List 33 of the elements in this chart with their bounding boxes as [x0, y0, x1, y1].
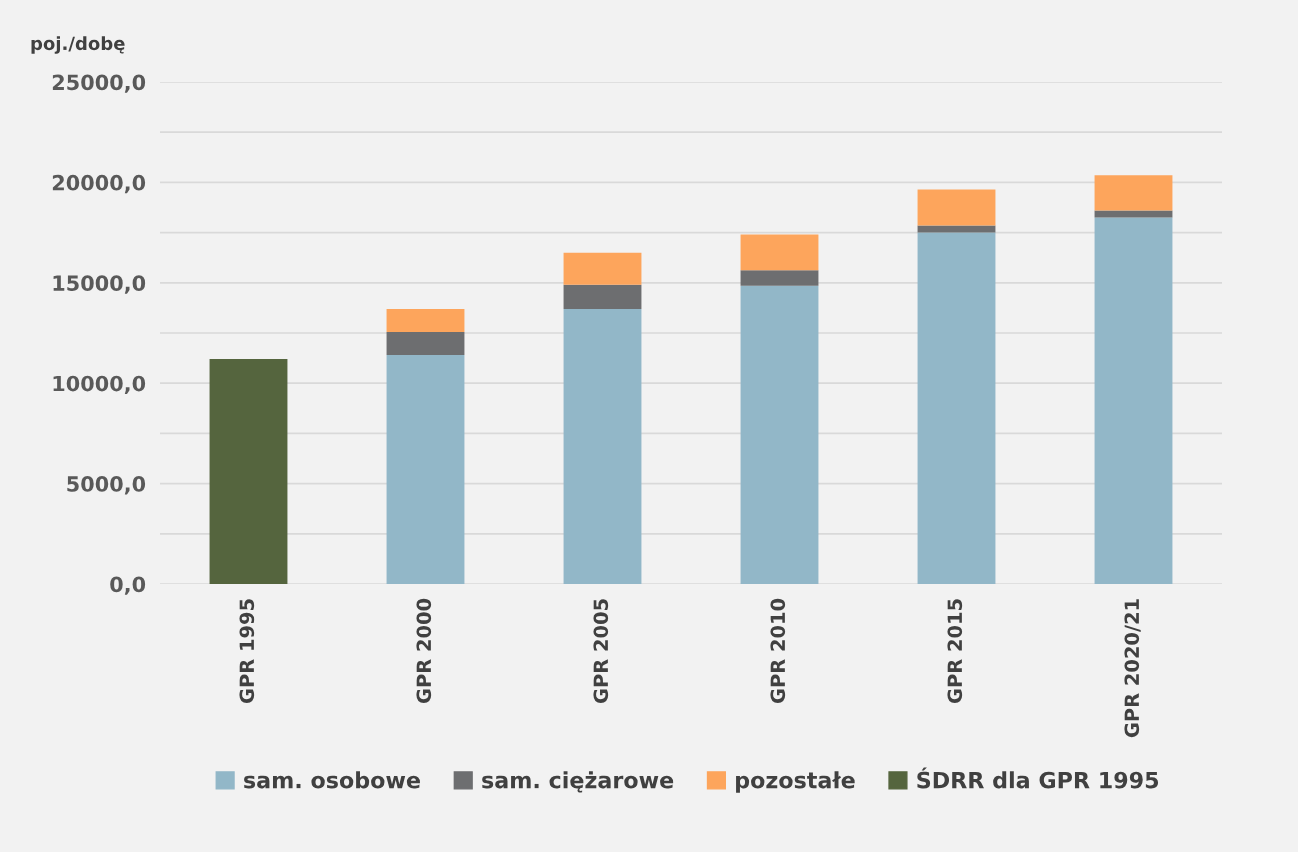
bar [1094, 210, 1173, 218]
x-tick-label: GPR 2000 [416, 598, 432, 703]
y-tick-label: 0,0 [110, 576, 146, 595]
legend-label: pozostałe [736, 771, 855, 793]
y-tick-label: 5000,0 [67, 476, 146, 495]
legend-label: sam. ciężarowe [482, 771, 674, 793]
x-tick-label: GPR 2010 [770, 598, 786, 703]
bar [563, 284, 642, 309]
bar [386, 332, 465, 356]
bar [386, 355, 465, 584]
bar [917, 232, 996, 584]
bar [563, 308, 642, 584]
bar [563, 252, 642, 285]
x-tick-label: GPR 1995 [239, 599, 255, 703]
bar [386, 308, 465, 332]
legend-label: ŚDRR dla GPR 1995 [917, 767, 1159, 789]
bar [1094, 175, 1173, 211]
y-axis-title: poj./dobę [31, 36, 125, 54]
bar [740, 234, 819, 271]
x-tick-label: GPR 2015 [947, 599, 963, 703]
bar [917, 189, 996, 226]
bar [209, 359, 288, 584]
bar [740, 285, 819, 584]
y-tick-label: 15000,0 [53, 275, 146, 294]
y-tick-label: 25000,0 [52, 74, 146, 93]
bar [917, 225, 996, 233]
y-tick-label: 20000,0 [52, 174, 146, 194]
x-tick-label: GPR 2005 [593, 599, 609, 703]
bar [740, 270, 819, 286]
y-tick-label: 10000,0 [53, 375, 146, 395]
bar [1094, 217, 1173, 584]
legend-label: sam. osobowe [244, 771, 420, 789]
x-tick-label: GPR 2020/21 [1124, 599, 1141, 738]
